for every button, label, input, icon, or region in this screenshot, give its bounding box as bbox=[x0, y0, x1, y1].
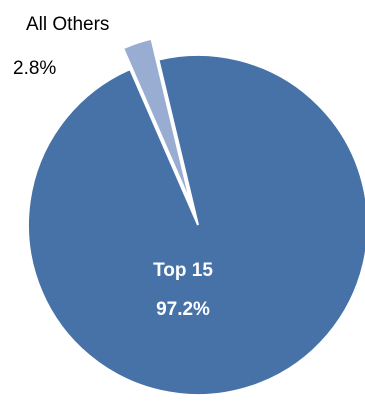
pie-slice-top-15 bbox=[27, 54, 365, 396]
slice-label-top-15-value: 97.2% bbox=[156, 299, 210, 320]
slice-label-all-others-value: 2.8% bbox=[13, 58, 56, 79]
slice-label-all-others-name: All Others bbox=[26, 14, 109, 35]
slice-label-top-15-name: Top 15 bbox=[153, 260, 213, 281]
pie-slice-all-others bbox=[121, 37, 192, 205]
pie-slices bbox=[27, 37, 365, 396]
